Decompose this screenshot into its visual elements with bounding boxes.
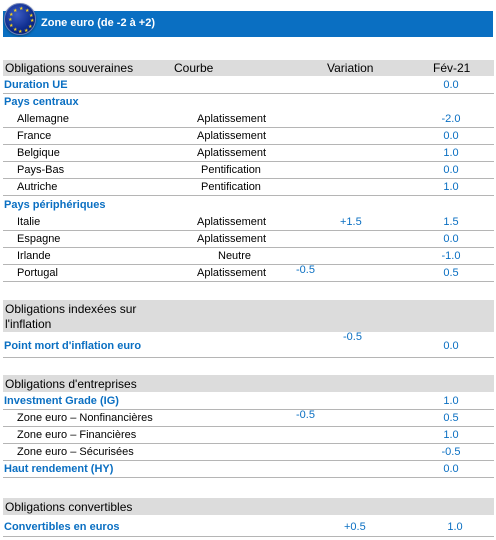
row-curve: Aplatissement [197, 233, 267, 245]
row-value: -2.0 [441, 113, 461, 125]
row-value: 1.0 [443, 395, 459, 407]
row-name: France [17, 130, 52, 142]
row-value: 1.0 [447, 521, 463, 533]
row-curve: Neutre [218, 250, 252, 262]
hy-label: Haut rendement (HY) [4, 463, 114, 475]
row-name: Pays-Bas [17, 164, 65, 176]
row-name: Belgique [17, 147, 60, 159]
inflation-header-line1: Obligations indexées sur [5, 302, 137, 316]
banner: Zone euro (de -2 à +2) [3, 11, 493, 37]
row-value: 0.0 [443, 130, 459, 142]
table-row: Autriche Pentification 1.0 [3, 179, 494, 196]
duration-value: 0.0 [443, 79, 459, 91]
table-row: Portugal -0.5 Aplatissement 0.5 [3, 264, 494, 282]
table-header: Obligations souveraines Courbe Variation… [3, 60, 494, 76]
table-row: Allemagne Aplatissement -2.0 [3, 111, 494, 128]
table-row: Irlande Neutre -1.0 [3, 248, 494, 265]
row-curve: Aplatissement [197, 147, 267, 159]
row-name: Zone euro – Nonfinancières [17, 412, 153, 424]
section-label: Pays périphériques [3, 197, 494, 214]
convertibles-label: Convertibles en euros [4, 521, 120, 533]
section-label: Pays centraux [3, 94, 494, 111]
row-name: Espagne [17, 233, 61, 245]
row-variation: -0.5 [296, 409, 315, 421]
table-row: Belgique Aplatissement 1.0 [3, 145, 494, 162]
row-value: 1.0 [443, 181, 459, 193]
table-row: Duration UE 0.0 [3, 77, 494, 94]
table-row: Zone euro – Nonfinancières -0.5 0.5 [3, 409, 494, 427]
row-curve: Aplatissement [197, 130, 267, 142]
table-row: Zone euro – Sécurisées -0.5 [3, 444, 494, 461]
table-row: Pays-Bas Pentification 0.0 [3, 162, 494, 179]
periphery-label: Pays périphériques [4, 199, 106, 211]
row-curve: Aplatissement [197, 267, 267, 279]
row-name: Allemagne [17, 113, 69, 125]
row-value: 1.0 [443, 147, 459, 159]
table-row: Espagne Aplatissement 0.0 [3, 231, 494, 248]
row-value: -0.5 [441, 446, 461, 458]
table-row: -0.5 Point mort d'inflation euro 0.0 [3, 331, 494, 358]
row-value: 0.0 [443, 164, 459, 176]
col-header-variation: Variation [327, 61, 374, 75]
section-header-convertibles: Obligations convertibles [3, 498, 494, 515]
row-value: 0.5 [443, 412, 459, 424]
row-name: Autriche [17, 181, 58, 193]
table-row: Investment Grade (IG) 1.0 [3, 393, 494, 410]
row-name: Zone euro – Financières [17, 429, 137, 441]
table-row: Italie Aplatissement +1.5 1.5 [3, 214, 494, 231]
row-curve: Aplatissement [197, 216, 267, 228]
row-name: Irlande [17, 250, 51, 262]
row-curve: Aplatissement [197, 113, 267, 125]
row-value: -1.0 [441, 250, 461, 262]
row-value: 0.0 [443, 463, 459, 475]
ig-label: Investment Grade (IG) [4, 395, 119, 407]
col-header-curve: Courbe [174, 61, 214, 75]
row-value: 1.5 [443, 216, 459, 228]
eu-flag-icon: ★ ★ ★ ★ ★ ★ ★ ★ ★ ★ ★ ★ [4, 3, 36, 35]
row-name: Portugal [17, 267, 58, 279]
row-name: Italie [17, 216, 41, 228]
banner-title: Zone euro (de -2 à +2) [41, 17, 155, 29]
row-value: 1.0 [443, 429, 459, 441]
row-variation: -0.5 [296, 264, 315, 276]
convertibles-header: Obligations convertibles [5, 500, 133, 514]
row-value: 0.0 [443, 340, 459, 352]
row-variation: +1.5 [340, 216, 362, 228]
col-header-feb21: Fév-21 [433, 61, 471, 75]
inflation-header-line2: l'inflation [5, 317, 52, 331]
row-variation: -0.5 [343, 331, 362, 343]
section-header-corporate: Obligations d'entreprises [3, 375, 494, 392]
inflation-label: Point mort d'inflation euro [4, 340, 142, 352]
table-row: Haut rendement (HY) 0.0 [3, 461, 494, 478]
col-header-bonds: Obligations souveraines [5, 61, 134, 75]
table-row: Convertibles en euros +0.5 1.0 [3, 518, 494, 537]
row-name: Zone euro – Sécurisées [17, 446, 134, 458]
row-curve: Pentification [201, 164, 261, 176]
table-row: France Aplatissement 0.0 [3, 128, 494, 145]
table-row: Zone euro – Financières 1.0 [3, 427, 494, 444]
row-value: 0.5 [443, 267, 459, 279]
section-header-inflation: Obligations indexées sur l'inflation [3, 300, 494, 332]
core-label: Pays centraux [4, 96, 79, 108]
row-variation: +0.5 [344, 521, 366, 533]
row-curve: Pentification [201, 181, 261, 193]
corporate-header: Obligations d'entreprises [5, 377, 137, 391]
row-value: 0.0 [443, 233, 459, 245]
duration-label: Duration UE [4, 79, 68, 91]
